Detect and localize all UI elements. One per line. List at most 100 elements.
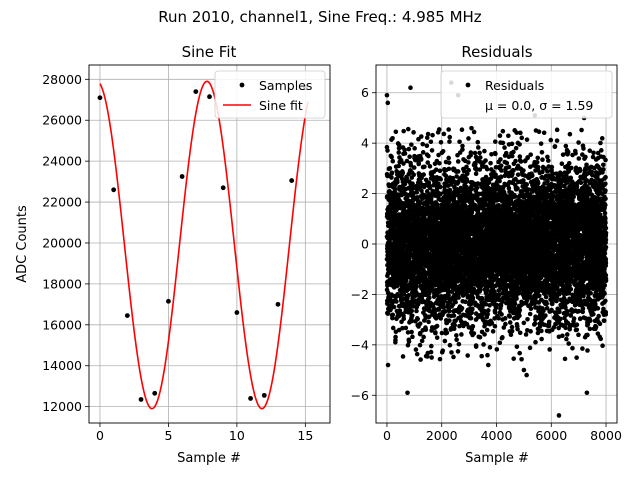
residual-point bbox=[407, 154, 412, 159]
residual-point bbox=[507, 314, 513, 319]
residual-point bbox=[419, 338, 425, 344]
residual-point bbox=[438, 316, 444, 321]
residual-point bbox=[417, 321, 423, 326]
residual-point bbox=[485, 352, 490, 358]
residual-point bbox=[500, 335, 505, 340]
residual-point bbox=[500, 128, 506, 134]
residual-point bbox=[410, 181, 415, 186]
sine-fit-ytick-label: 22000 bbox=[42, 195, 82, 210]
residual-point bbox=[400, 354, 406, 359]
sample-point bbox=[138, 397, 144, 402]
legend-samples-label: Samples bbox=[259, 78, 312, 93]
residual-point bbox=[428, 349, 434, 355]
residual-point bbox=[406, 146, 412, 152]
residual-point bbox=[412, 146, 417, 151]
residual-point bbox=[400, 170, 406, 176]
sine-fit-ytick-label: 18000 bbox=[42, 276, 82, 291]
residual-point bbox=[454, 337, 459, 343]
residual-point bbox=[405, 126, 411, 132]
residual-point bbox=[454, 333, 459, 338]
residual-point bbox=[425, 160, 431, 165]
residual-point bbox=[468, 150, 474, 155]
residual-point bbox=[409, 142, 414, 147]
residual-point bbox=[464, 178, 470, 184]
residual-point bbox=[394, 299, 399, 304]
residual-point bbox=[496, 202, 502, 208]
sine-fit-xtick-label: 0 bbox=[96, 428, 104, 443]
residual-point bbox=[456, 295, 461, 300]
residual-point bbox=[437, 168, 443, 174]
residual-point bbox=[453, 299, 458, 305]
residual-point bbox=[406, 292, 411, 298]
residual-point bbox=[440, 149, 446, 154]
residual-point bbox=[464, 184, 469, 190]
residual-point bbox=[404, 158, 410, 164]
sample-point bbox=[207, 94, 212, 100]
residual-point bbox=[425, 131, 431, 137]
legend-samples-marker bbox=[239, 82, 245, 88]
residual-point bbox=[456, 341, 462, 347]
residual-point bbox=[513, 145, 519, 151]
residual-point bbox=[493, 151, 498, 157]
residual-point bbox=[492, 139, 498, 144]
residual-point bbox=[429, 355, 434, 360]
residual-point bbox=[426, 319, 431, 325]
residual-point bbox=[513, 158, 518, 164]
residual-point bbox=[402, 151, 408, 156]
residual-point bbox=[486, 308, 491, 313]
residual-point bbox=[455, 349, 461, 354]
residual-point bbox=[427, 185, 433, 191]
residual-point bbox=[455, 169, 461, 174]
residual-point bbox=[518, 130, 523, 136]
sample-point bbox=[124, 313, 130, 318]
residual-point bbox=[511, 356, 516, 361]
residual-point bbox=[478, 287, 483, 293]
residual-point bbox=[442, 187, 448, 193]
residual-point bbox=[428, 194, 434, 200]
residual-point bbox=[390, 312, 396, 318]
sine-fit-ytick-label: 20000 bbox=[42, 235, 82, 250]
residual-point bbox=[469, 310, 474, 316]
residual-point bbox=[396, 150, 402, 155]
residual-point bbox=[452, 322, 458, 328]
residual-point bbox=[506, 164, 512, 170]
residual-point bbox=[488, 160, 493, 166]
residual-point bbox=[427, 164, 433, 169]
residual-point bbox=[460, 147, 465, 152]
residual-point bbox=[387, 165, 393, 171]
residual-point bbox=[414, 351, 420, 357]
residual-point bbox=[498, 303, 504, 309]
sine-fit-grid bbox=[89, 65, 330, 423]
residual-point bbox=[494, 347, 500, 352]
residual-point bbox=[484, 327, 490, 333]
residual-point bbox=[466, 136, 471, 141]
sample-point bbox=[193, 89, 199, 94]
residual-point bbox=[401, 316, 407, 322]
sample-point bbox=[97, 95, 103, 101]
residual-point bbox=[509, 153, 515, 159]
residual-point bbox=[473, 161, 478, 167]
sample-point bbox=[248, 396, 253, 401]
residual-point bbox=[437, 160, 442, 166]
residual-point bbox=[475, 145, 481, 150]
residual-point bbox=[426, 314, 432, 320]
residual-point bbox=[391, 304, 397, 310]
sample-point bbox=[234, 310, 240, 315]
residual-point bbox=[421, 334, 426, 340]
sine-fit-ytick-label: 14000 bbox=[42, 358, 82, 373]
residual-point bbox=[401, 291, 407, 297]
residual-point bbox=[419, 188, 424, 194]
residual-point bbox=[498, 163, 504, 168]
residual-point bbox=[451, 326, 457, 332]
residual-point bbox=[401, 161, 406, 166]
residual-point bbox=[499, 168, 504, 173]
residual-point bbox=[457, 139, 462, 145]
residual-point bbox=[509, 328, 515, 334]
residual-point bbox=[385, 148, 390, 153]
residual-point bbox=[398, 296, 404, 302]
residual-point bbox=[518, 159, 524, 164]
residual-point bbox=[464, 164, 469, 170]
residual-point bbox=[471, 331, 477, 336]
sine-fit-panel: Sine Fit Sample # ADC Counts 0 5 10 1512000… bbox=[15, 43, 331, 466]
residual-point bbox=[446, 166, 452, 172]
